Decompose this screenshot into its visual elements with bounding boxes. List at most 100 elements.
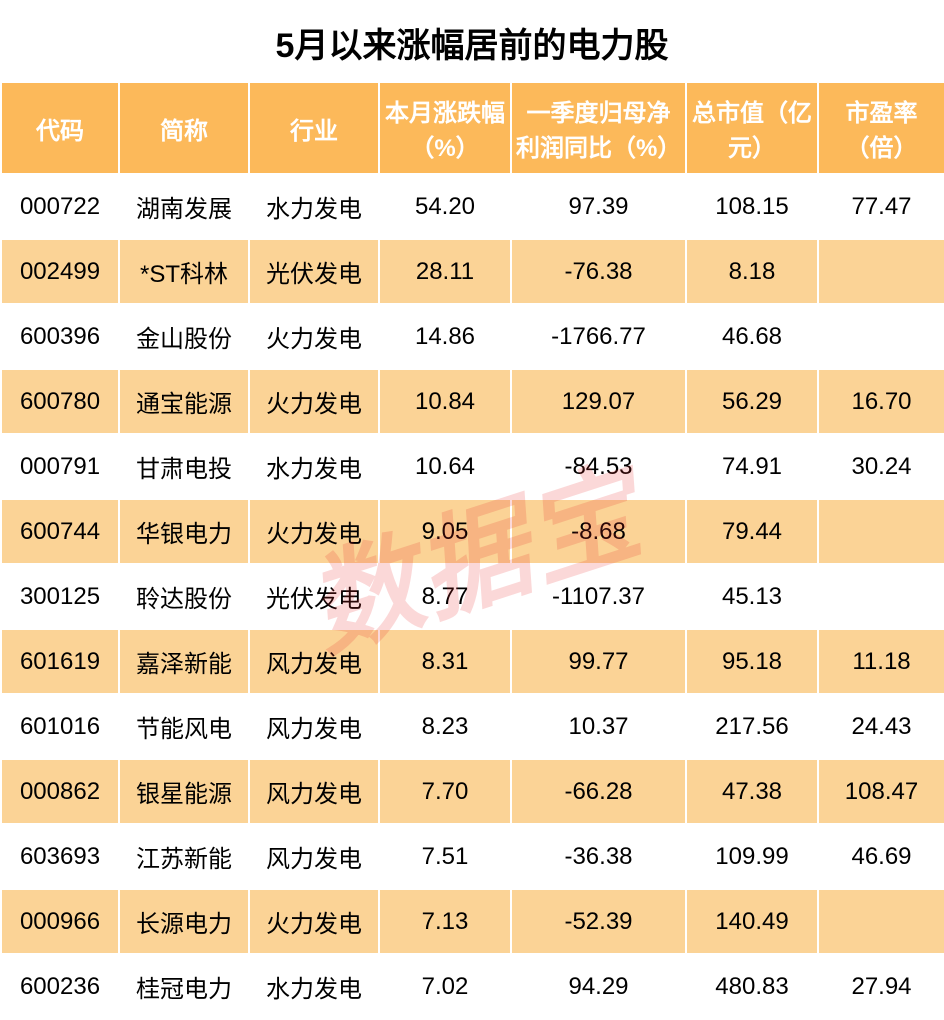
table-cell: 108.47: [818, 759, 944, 824]
table-row: 601016节能风电风力发电8.2310.37217.5624.43: [1, 694, 944, 759]
table-row: 000966长源电力火力发电7.13-52.39140.49: [1, 889, 944, 954]
table-cell: 湖南发展: [119, 174, 249, 239]
table-cell: -8.68: [511, 499, 686, 564]
table-cell: 风力发电: [249, 629, 379, 694]
column-header: 市盈率（倍）: [818, 82, 944, 174]
table-cell: 46.69: [818, 824, 944, 889]
table-cell: 11.18: [818, 629, 944, 694]
table-cell: 聆达股份: [119, 564, 249, 629]
column-header: 行业: [249, 82, 379, 174]
table-cell: 火力发电: [249, 499, 379, 564]
table-cell: -84.53: [511, 434, 686, 499]
table-cell: [818, 239, 944, 304]
table-cell: 99.77: [511, 629, 686, 694]
table-cell: 风力发电: [249, 759, 379, 824]
table-cell: 14.86: [379, 304, 511, 369]
table-cell: 金山股份: [119, 304, 249, 369]
table-cell: 79.44: [686, 499, 818, 564]
table-cell: -52.39: [511, 889, 686, 954]
table-cell: 30.24: [818, 434, 944, 499]
table-cell: 480.83: [686, 954, 818, 1019]
column-header: 代码: [1, 82, 119, 174]
table-cell: -66.28: [511, 759, 686, 824]
table-cell: 10.64: [379, 434, 511, 499]
table-cell: 8.31: [379, 629, 511, 694]
column-header: 总市值（亿元）: [686, 82, 818, 174]
table-cell: *ST科林: [119, 239, 249, 304]
table-cell: 光伏发电: [249, 564, 379, 629]
table-cell: 97.39: [511, 174, 686, 239]
table-cell: 600744: [1, 499, 119, 564]
table-cell: 600396: [1, 304, 119, 369]
table-cell: 7.70: [379, 759, 511, 824]
column-header: 本月涨跌幅（%）: [379, 82, 511, 174]
table-cell: 600780: [1, 369, 119, 434]
table-cell: 7.13: [379, 889, 511, 954]
table-cell: 95.18: [686, 629, 818, 694]
table-cell: 47.38: [686, 759, 818, 824]
table-cell: 7.02: [379, 954, 511, 1019]
table-cell: 46.68: [686, 304, 818, 369]
table-cell: -36.38: [511, 824, 686, 889]
table-cell: 江苏新能: [119, 824, 249, 889]
table-cell: 10.84: [379, 369, 511, 434]
page-title: 5月以来涨幅居前的电力股: [0, 0, 944, 81]
table-cell: -1107.37: [511, 564, 686, 629]
table-cell: -1766.77: [511, 304, 686, 369]
table-row: 600236桂冠电力水力发电7.0294.29480.8327.94: [1, 954, 944, 1019]
table-cell: 74.91: [686, 434, 818, 499]
table-cell: 8.23: [379, 694, 511, 759]
table-cell: 27.94: [818, 954, 944, 1019]
table-cell: 45.13: [686, 564, 818, 629]
table-cell: 长源电力: [119, 889, 249, 954]
table-row: 601619嘉泽新能风力发电8.3199.7795.1811.18: [1, 629, 944, 694]
table-container: 5月以来涨幅居前的电力股 代码简称行业本月涨跌幅（%）一季度归母净利润同比（%）…: [0, 0, 944, 1020]
table-cell: 16.70: [818, 369, 944, 434]
table-cell: 火力发电: [249, 304, 379, 369]
table-cell: 嘉泽新能: [119, 629, 249, 694]
table-cell: 火力发电: [249, 369, 379, 434]
table-cell: 水力发电: [249, 954, 379, 1019]
column-header: 简称: [119, 82, 249, 174]
table-cell: 601619: [1, 629, 119, 694]
table-cell: 54.20: [379, 174, 511, 239]
table-cell: 603693: [1, 824, 119, 889]
table-cell: 甘肃电投: [119, 434, 249, 499]
table-cell: 华银电力: [119, 499, 249, 564]
table-cell: 000791: [1, 434, 119, 499]
table-cell: 水力发电: [249, 434, 379, 499]
table-row: 603693江苏新能风力发电7.51-36.38109.9946.69: [1, 824, 944, 889]
table-cell: 节能风电: [119, 694, 249, 759]
table-cell: 桂冠电力: [119, 954, 249, 1019]
table-row: 000791甘肃电投水力发电10.64-84.5374.9130.24: [1, 434, 944, 499]
table-row: 600780通宝能源火力发电10.84129.0756.2916.70: [1, 369, 944, 434]
table-cell: 风力发电: [249, 694, 379, 759]
table-cell: 002499: [1, 239, 119, 304]
table-cell: 28.11: [379, 239, 511, 304]
table-cell: 56.29: [686, 369, 818, 434]
table-row: 000862银星能源风力发电7.70-66.2847.38108.47: [1, 759, 944, 824]
table-cell: 银星能源: [119, 759, 249, 824]
table-header-row: 代码简称行业本月涨跌幅（%）一季度归母净利润同比（%）总市值（亿元）市盈率（倍）: [1, 82, 944, 174]
table-cell: 火力发电: [249, 889, 379, 954]
table-row: 600396金山股份火力发电14.86-1766.7746.68: [1, 304, 944, 369]
table-cell: 000862: [1, 759, 119, 824]
table-cell: [818, 564, 944, 629]
table-cell: 光伏发电: [249, 239, 379, 304]
table-row: 300125聆达股份光伏发电8.77-1107.3745.13: [1, 564, 944, 629]
table-row: 000722湖南发展水力发电54.2097.39108.1577.47: [1, 174, 944, 239]
table-cell: 109.99: [686, 824, 818, 889]
table-cell: 000966: [1, 889, 119, 954]
table-cell: 7.51: [379, 824, 511, 889]
table-cell: [818, 499, 944, 564]
table-cell: 108.15: [686, 174, 818, 239]
table-cell: 水力发电: [249, 174, 379, 239]
table-cell: 通宝能源: [119, 369, 249, 434]
table-cell: 8.77: [379, 564, 511, 629]
table-cell: 94.29: [511, 954, 686, 1019]
stock-table: 代码简称行业本月涨跌幅（%）一季度归母净利润同比（%）总市值（亿元）市盈率（倍）…: [0, 81, 944, 1020]
table-cell: [818, 304, 944, 369]
table-row: 600744华银电力火力发电9.05-8.6879.44: [1, 499, 944, 564]
table-cell: 风力发电: [249, 824, 379, 889]
table-cell: 24.43: [818, 694, 944, 759]
